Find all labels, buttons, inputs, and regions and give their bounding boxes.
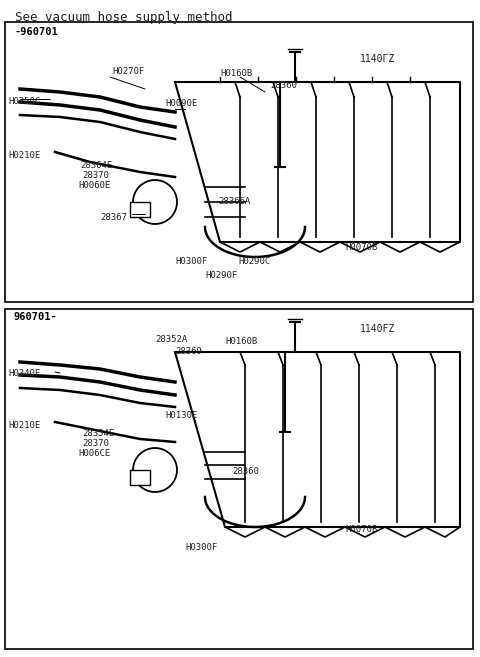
Text: 28360: 28360: [232, 468, 259, 476]
Text: See vacuum hose supply method: See vacuum hose supply method: [15, 11, 232, 24]
Text: H0300F: H0300F: [175, 258, 207, 267]
Text: H0160B: H0160B: [220, 68, 252, 78]
Text: H0070B: H0070B: [345, 524, 377, 533]
Text: H0210E: H0210E: [8, 150, 40, 160]
Text: 1140FZ: 1140FZ: [360, 324, 395, 334]
Text: 28367: 28367: [100, 212, 127, 221]
Text: H0340F: H0340F: [8, 369, 40, 378]
Text: 960701-: 960701-: [14, 312, 58, 322]
Text: H0290C: H0290C: [238, 258, 270, 267]
Text: -960701: -960701: [14, 27, 58, 37]
Text: 28366A: 28366A: [218, 196, 250, 206]
Text: H0250C: H0250C: [8, 97, 40, 106]
Text: H0090E: H0090E: [165, 99, 197, 108]
Text: H0070B: H0070B: [345, 242, 377, 252]
Circle shape: [133, 180, 177, 224]
Text: 28352A: 28352A: [155, 336, 187, 344]
Text: 1140ΓZ: 1140ΓZ: [360, 54, 395, 64]
Text: 28354E: 28354E: [82, 428, 114, 438]
Text: H0130E: H0130E: [165, 411, 197, 420]
Bar: [130, 202, 150, 217]
Text: 28369: 28369: [175, 348, 202, 357]
Text: H0300F: H0300F: [185, 543, 217, 551]
Text: H0270F: H0270F: [112, 68, 144, 76]
Text: H0060E: H0060E: [78, 181, 110, 189]
Bar: [5, 22, 473, 302]
Circle shape: [133, 448, 177, 492]
Text: H006CE: H006CE: [78, 449, 110, 457]
Text: H0290F: H0290F: [205, 271, 237, 279]
Bar: [5, 309, 473, 649]
Text: H0210E: H0210E: [8, 420, 40, 430]
Text: 28360: 28360: [270, 81, 297, 89]
Text: H0160B: H0160B: [225, 336, 257, 346]
Text: 28370: 28370: [82, 438, 109, 447]
Text: 28364E: 28364E: [80, 160, 112, 170]
Bar: [130, 470, 150, 485]
Text: 28370: 28370: [82, 171, 109, 179]
